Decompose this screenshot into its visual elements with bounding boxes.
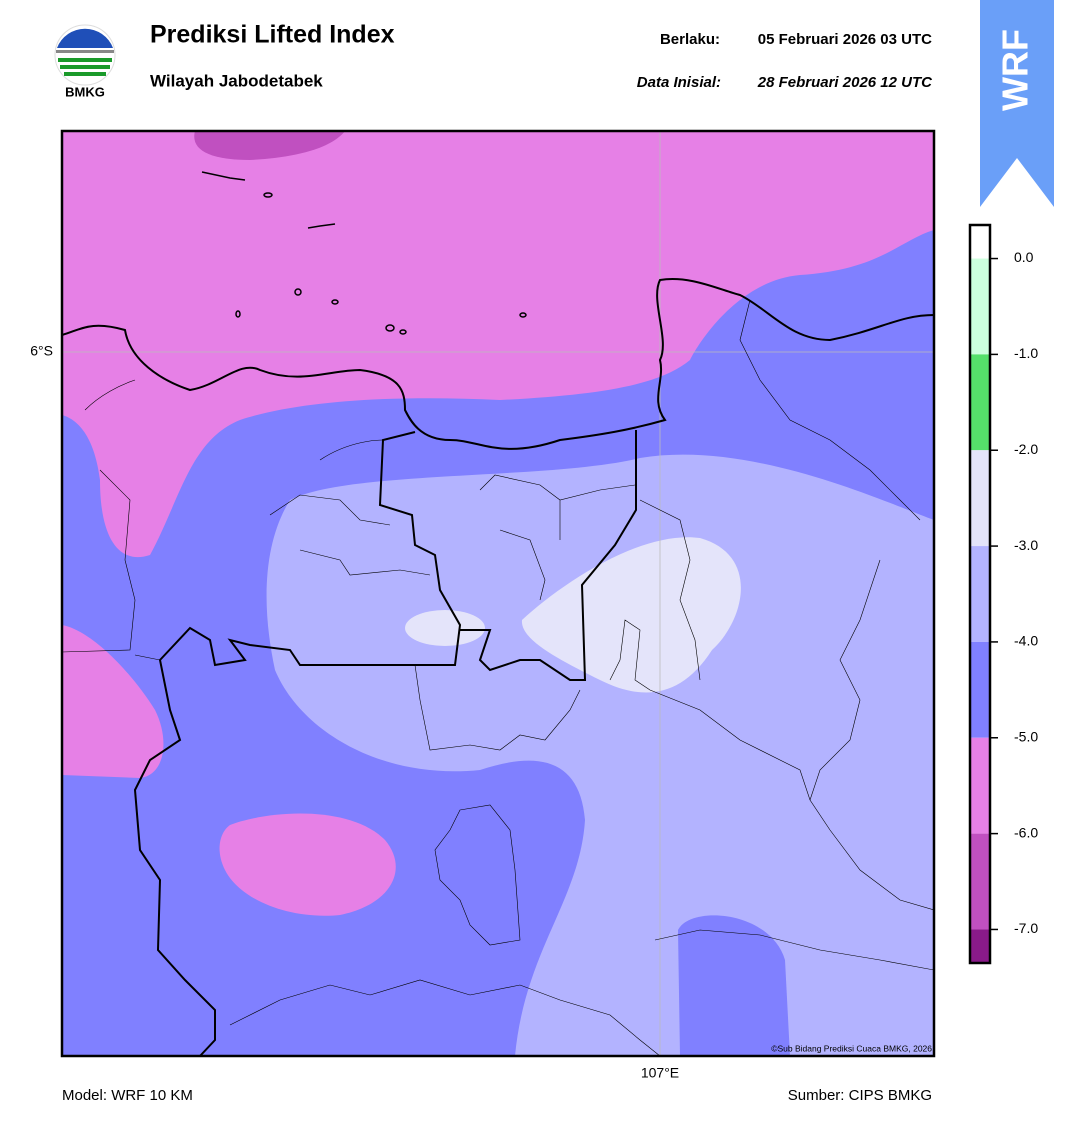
- colorbar-band: [970, 258, 990, 355]
- colorbar-band: [970, 641, 990, 738]
- colorbar-tick-label: -3.0: [1014, 537, 1038, 553]
- subtitle: Wilayah Jabodetabek: [150, 71, 323, 90]
- colorbar-tick-label: -1.0: [1014, 345, 1038, 361]
- colorbar-tick-label: -6.0: [1014, 824, 1038, 840]
- colorbar-tick-label: 0.0: [1014, 249, 1034, 265]
- colorbar-tick-label: -2.0: [1014, 441, 1038, 457]
- logo-text: BMKG: [65, 84, 105, 99]
- colorbar-band: [970, 833, 990, 930]
- init-time: 28 Februari 2026 12 UTC: [757, 74, 933, 91]
- colorbar-band: [970, 737, 990, 834]
- badge-text: WRF: [995, 29, 1036, 111]
- valid-label: Berlaku:: [660, 31, 720, 48]
- colorbar-band: [970, 354, 990, 451]
- colorbar-band: [970, 450, 990, 547]
- colorbar: 0.0 -1.0 -2.0 -3.0 -4.0 -5.0 -6.0 -7.0: [968, 223, 1038, 965]
- colorbar-band: [970, 546, 990, 642]
- colorbar-tick-label: -4.0: [1014, 633, 1038, 649]
- map: ©Sub Bidang Prediksi Cuaca BMKG, 2026: [62, 131, 934, 1056]
- colorbar-frame: [968, 223, 992, 965]
- map-frame: [60, 129, 936, 1058]
- lon-label: 107°E: [641, 1065, 679, 1081]
- valid-time: 05 Februari 2026 03 UTC: [758, 31, 932, 48]
- badge: [980, 0, 1054, 207]
- logo: BMKG: [54, 24, 116, 99]
- colorbar-band: [970, 929, 990, 963]
- colorbar-band: [970, 225, 990, 259]
- title: Prediksi Lifted Index: [150, 21, 395, 49]
- source: Sumber: CIPS BMKG: [788, 1087, 932, 1104]
- copyright: ©Sub Bidang Prediksi Cuaca BMKG, 2026: [771, 1043, 932, 1053]
- model: Model: WRF 10 KM: [62, 1087, 193, 1104]
- lat-label: 6°S: [30, 343, 53, 359]
- colorbar-tick-label: -7.0: [1014, 920, 1038, 936]
- init-label: Data Inisial:: [637, 74, 721, 91]
- colorbar-tick-label: -5.0: [1014, 728, 1038, 744]
